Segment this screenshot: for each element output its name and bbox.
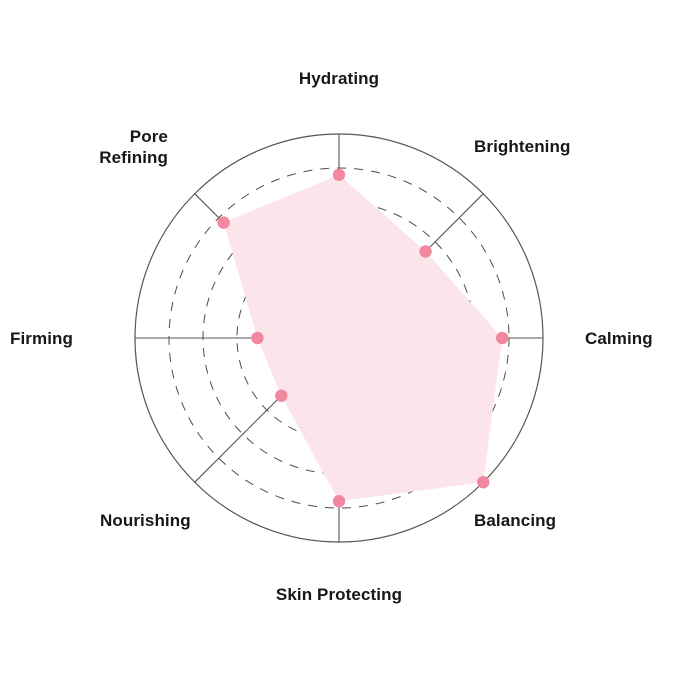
radar-point-pore-refining — [217, 216, 230, 229]
axis-label-balancing: Balancing — [474, 511, 557, 530]
radar-point-calming — [496, 331, 509, 345]
axis-label-skin-protecting: Skin Protecting — [275, 585, 403, 604]
radar-data-area — [223, 174, 503, 502]
axis-label-nourishing: Nourishing — [100, 511, 191, 530]
axis-label-brightening: Brightening — [474, 137, 571, 156]
radar-point-hydrating — [332, 168, 346, 181]
radar-point-balancing — [477, 476, 490, 489]
axis-label-hydrating: Hydrating — [298, 69, 380, 88]
axis-label-firming: Firming — [10, 329, 74, 348]
radar-point-brightening — [419, 245, 432, 258]
radar-point-nourishing — [275, 389, 288, 402]
radar-data-points — [217, 168, 509, 508]
axis-label-calming: Calming — [585, 329, 653, 348]
radar-point-firming — [251, 331, 264, 345]
axis-label-pore-refining: Pore Refining — [99, 126, 168, 168]
axis-label-pore-refining-line1: Pore — [129, 127, 168, 146]
axis-label-pore-refining-line2: Refining — [99, 148, 168, 167]
radar-point-skin-protecting — [332, 495, 346, 508]
